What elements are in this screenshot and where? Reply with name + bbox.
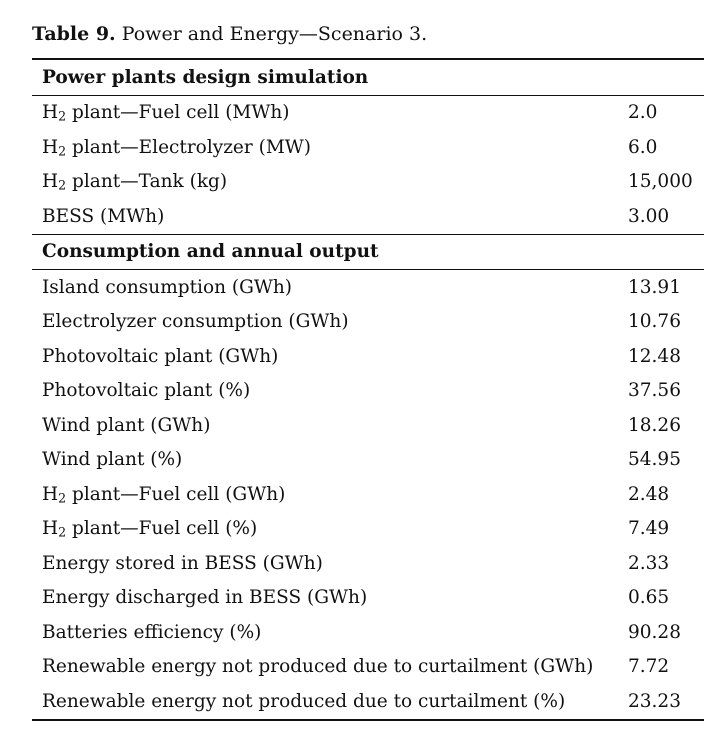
row-value: 54.95 bbox=[628, 449, 681, 471]
row-label-subscript: 2 bbox=[58, 490, 67, 505]
row-value: 0.65 bbox=[628, 587, 670, 609]
row-label: Island consumption (GWh) bbox=[32, 270, 620, 305]
row-label: Batteries efficiency (%) bbox=[32, 615, 620, 650]
row-value: 90.28 bbox=[628, 621, 681, 643]
row-value: 12.48 bbox=[628, 345, 681, 367]
row-label-subscript: 2 bbox=[58, 143, 67, 158]
row-label-text: Energy stored in BESS (GWh) bbox=[42, 552, 323, 574]
row-label-prefix: H bbox=[42, 171, 59, 193]
table-row: Photovoltaic plant (%) 37.56 bbox=[32, 374, 704, 409]
section-header-row: Consumption and annual output bbox=[32, 233, 704, 270]
section-header-row: Power plants design simulation bbox=[32, 59, 704, 96]
row-label: Electrolyzer consumption (GWh) bbox=[32, 305, 620, 340]
row-label-text: Renewable energy not produced due to cur… bbox=[42, 656, 594, 678]
table-row: H2 plant—Tank (kg) 15,000 bbox=[32, 165, 704, 200]
row-label-prefix: H bbox=[42, 483, 59, 505]
row-label-text: plant—Fuel cell (GWh) bbox=[66, 483, 286, 505]
table-row: H2 plant—Fuel cell (GWh) 2.48 bbox=[32, 477, 704, 512]
table-row: Energy stored in BESS (GWh) 2.33 bbox=[32, 546, 704, 581]
row-label-text: BESS (MWh) bbox=[42, 205, 165, 227]
row-label: Energy stored in BESS (GWh) bbox=[32, 546, 620, 581]
row-label-text: plant—Fuel cell (%) bbox=[66, 518, 258, 540]
table-row: H2 plant—Fuel cell (MWh) 2.0 bbox=[32, 95, 704, 130]
section-heading: Power plants design simulation bbox=[32, 59, 620, 96]
row-label: H2 plant—Electrolyzer (MW) bbox=[32, 130, 620, 165]
row-label-text: Wind plant (GWh) bbox=[42, 414, 211, 436]
table-row: Renewable energy not produced due to cur… bbox=[32, 684, 704, 720]
row-value: 13.91 bbox=[628, 276, 681, 298]
row-label: H2 plant—Fuel cell (GWh) bbox=[32, 477, 620, 512]
section-heading-blank bbox=[620, 233, 704, 270]
power-energy-table: Power plants design simulation H2 plant—F… bbox=[32, 58, 704, 721]
row-label-text: Wind plant (%) bbox=[42, 449, 183, 471]
row-label-text: plant—Electrolyzer (MW) bbox=[66, 136, 312, 158]
table-row: Batteries efficiency (%) 90.28 bbox=[32, 615, 704, 650]
row-label-text: Batteries efficiency (%) bbox=[42, 621, 262, 643]
row-label: Renewable energy not produced due to cur… bbox=[32, 684, 620, 720]
row-label: Photovoltaic plant (%) bbox=[32, 374, 620, 409]
table-row: Electrolyzer consumption (GWh) 10.76 bbox=[32, 305, 704, 340]
row-label-subscript: 2 bbox=[58, 108, 67, 124]
table-row: Wind plant (%) 54.95 bbox=[32, 443, 704, 478]
row-value: 7.49 bbox=[628, 518, 670, 540]
table-row: Renewable energy not produced due to cur… bbox=[32, 650, 704, 685]
table-caption: Table 9. Power and Energy—Scenario 3. bbox=[32, 20, 427, 48]
row-label-text: Photovoltaic plant (%) bbox=[42, 380, 251, 402]
table-row: H2 plant—Electrolyzer (MW) 6.0 bbox=[32, 130, 704, 165]
row-value: 10.76 bbox=[628, 311, 681, 333]
row-label-text: Renewable energy not produced due to cur… bbox=[42, 690, 566, 712]
row-value: 7.72 bbox=[628, 656, 670, 678]
row-label-text: plant—Fuel cell (MWh) bbox=[66, 102, 290, 124]
row-label-prefix: H bbox=[42, 518, 59, 540]
row-value: 2.0 bbox=[628, 102, 658, 124]
row-value: 6.0 bbox=[628, 136, 658, 158]
row-label: BESS (MWh) bbox=[32, 199, 620, 234]
table-row: Island consumption (GWh) 13.91 bbox=[32, 270, 704, 305]
row-label: H2 plant—Tank (kg) bbox=[32, 165, 620, 200]
row-label-text: Energy discharged in BESS (GWh) bbox=[42, 587, 368, 609]
row-label-subscript: 2 bbox=[58, 524, 67, 540]
table-body: Power plants design simulation H2 plant—F… bbox=[32, 59, 704, 720]
row-value: 2.48 bbox=[628, 483, 670, 505]
row-label-text: plant—Tank (kg) bbox=[66, 171, 228, 193]
row-label: Wind plant (GWh) bbox=[32, 408, 620, 443]
row-label: H2 plant—Fuel cell (MWh) bbox=[32, 95, 620, 130]
section-heading-blank bbox=[620, 59, 704, 96]
row-label-text: Island consumption (GWh) bbox=[42, 276, 293, 298]
row-label-prefix: H bbox=[42, 102, 59, 124]
table-caption-title: Power and Energy—Scenario 3. bbox=[115, 23, 428, 45]
table-row: Energy discharged in BESS (GWh) 0.65 bbox=[32, 581, 704, 616]
row-value: 37.56 bbox=[628, 380, 681, 402]
row-label: Renewable energy not produced due to cur… bbox=[32, 650, 620, 685]
row-value: 18.26 bbox=[628, 414, 681, 436]
row-label: H2 plant—Fuel cell (%) bbox=[32, 512, 620, 547]
row-value: 2.33 bbox=[628, 552, 670, 574]
table-row: BESS (MWh) 3.00 bbox=[32, 199, 704, 234]
row-label-text: Electrolyzer consumption (GWh) bbox=[42, 311, 349, 333]
table-row: Wind plant (GWh) 18.26 bbox=[32, 408, 704, 443]
table-row: Photovoltaic plant (GWh) 12.48 bbox=[32, 339, 704, 374]
row-label: Wind plant (%) bbox=[32, 443, 620, 478]
row-label-subscript: 2 bbox=[58, 177, 67, 193]
table-caption-label: Table 9. bbox=[32, 23, 116, 45]
row-label: Photovoltaic plant (GWh) bbox=[32, 339, 620, 374]
row-value: 23.23 bbox=[628, 690, 681, 712]
row-label-text: Photovoltaic plant (GWh) bbox=[42, 345, 279, 367]
row-label-prefix: H bbox=[42, 136, 59, 158]
row-value: 15,000 bbox=[628, 171, 693, 193]
table-row: H2 plant—Fuel cell (%) 7.49 bbox=[32, 512, 704, 547]
row-value: 3.00 bbox=[628, 205, 670, 227]
row-label: Energy discharged in BESS (GWh) bbox=[32, 581, 620, 616]
section-heading: Consumption and annual output bbox=[32, 233, 620, 270]
